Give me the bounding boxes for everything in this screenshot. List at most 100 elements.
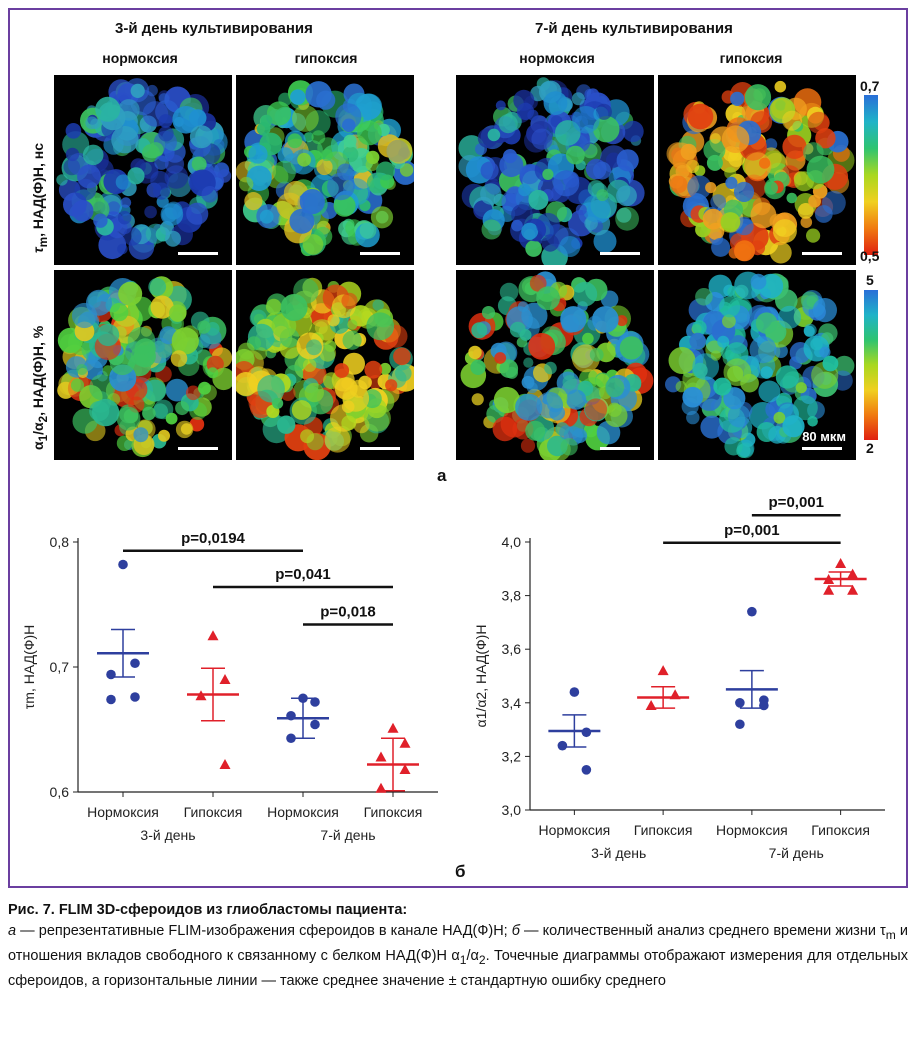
cell-blob bbox=[593, 229, 617, 253]
cell-blob bbox=[89, 374, 116, 401]
cell-blob bbox=[165, 378, 189, 402]
x-tick-label: Нормоксия bbox=[87, 804, 159, 820]
cell-blob bbox=[571, 92, 585, 106]
cell-blob bbox=[622, 120, 644, 142]
cell-blob bbox=[686, 410, 700, 425]
cell-blob bbox=[265, 298, 282, 315]
cell-blob bbox=[142, 144, 160, 163]
cell-blob bbox=[164, 201, 183, 220]
cell-blob bbox=[70, 378, 85, 392]
cell-blob bbox=[764, 138, 778, 151]
cell-blob bbox=[56, 174, 68, 186]
cell-blob bbox=[342, 385, 370, 412]
cell-blob bbox=[724, 167, 737, 179]
cell-blob bbox=[795, 382, 807, 394]
cell-blob bbox=[189, 416, 205, 432]
cell-blob bbox=[359, 222, 377, 239]
cell-blob bbox=[259, 209, 274, 224]
cell-blob bbox=[186, 202, 209, 225]
cell-blob bbox=[616, 149, 639, 172]
data-point bbox=[823, 584, 835, 595]
cell-blob bbox=[316, 158, 333, 176]
cell-blob bbox=[774, 344, 788, 358]
cell-blob bbox=[536, 212, 560, 237]
cell-blob bbox=[723, 358, 752, 386]
cell-blob bbox=[782, 110, 803, 131]
cell-blob bbox=[680, 143, 697, 160]
cell-blob bbox=[481, 219, 502, 240]
cell-blob bbox=[127, 326, 156, 355]
cell-blob bbox=[607, 402, 622, 417]
y-tick-label: 0,6 bbox=[50, 784, 70, 800]
cell-blob bbox=[695, 288, 713, 306]
cell-blob bbox=[169, 304, 187, 322]
cell-blob bbox=[115, 174, 132, 190]
cell-blob bbox=[572, 281, 598, 307]
cell-blob bbox=[575, 204, 587, 216]
cell-blob bbox=[560, 306, 587, 333]
p-value-label: p=0,0194 bbox=[181, 530, 245, 547]
cell-blob bbox=[822, 355, 839, 372]
cell-blob bbox=[106, 201, 121, 215]
cell-blob bbox=[834, 355, 855, 376]
p-value-label: p=0,018 bbox=[320, 604, 375, 621]
cell-blob bbox=[717, 335, 730, 348]
scale-bar bbox=[802, 252, 842, 255]
col-label-hypoxia-day3: гипоксия bbox=[294, 50, 358, 66]
cell-blob bbox=[272, 160, 296, 184]
cell-blob bbox=[689, 332, 706, 350]
cell-blob bbox=[713, 377, 732, 396]
cell-blob bbox=[758, 380, 781, 403]
x-tick-label: Гипоксия bbox=[184, 804, 243, 820]
data-point bbox=[557, 740, 568, 751]
cell-blob bbox=[541, 234, 559, 252]
cell-blob bbox=[292, 105, 319, 132]
y-axis-label: α1/α2, НАД(Ф)Н bbox=[473, 625, 489, 728]
cell-blob bbox=[566, 389, 587, 410]
p-value-label: p=0,001 bbox=[724, 522, 779, 539]
cell-blob bbox=[518, 183, 531, 197]
x-tick-label: Нормоксия bbox=[538, 822, 610, 838]
chart-tau: 0,6 0,7 0,8 Нормоксия Гипоксия Нормоксия Гипок… bbox=[21, 530, 438, 843]
cell-blob bbox=[593, 116, 620, 143]
cell-blob bbox=[170, 350, 188, 367]
cell-blob bbox=[303, 358, 317, 372]
p-value-label: p=0,041 bbox=[275, 566, 330, 583]
cell-blob bbox=[772, 219, 797, 244]
cell-blob bbox=[257, 374, 285, 403]
colorbar-alpha-top: 5 bbox=[866, 272, 874, 288]
cell-blob bbox=[509, 321, 526, 338]
y-tick-label: 3,0 bbox=[502, 802, 522, 818]
y-tick-label: 4,0 bbox=[502, 534, 522, 550]
cell-blob bbox=[521, 222, 539, 240]
cell-blob bbox=[499, 282, 519, 302]
cell-blob bbox=[572, 106, 600, 134]
cell-blob bbox=[120, 197, 132, 208]
cell-blob bbox=[175, 401, 190, 416]
cell-blob bbox=[458, 135, 485, 162]
cell-blob bbox=[471, 393, 484, 406]
cell-blob bbox=[145, 223, 166, 244]
cell-blob bbox=[764, 181, 778, 195]
scale-bar bbox=[802, 447, 842, 450]
cell-blob bbox=[544, 361, 557, 375]
cell-blob bbox=[297, 152, 311, 167]
flim-image-alpha-hypoxia-day3 bbox=[236, 270, 414, 460]
cell-blob bbox=[335, 103, 362, 130]
cell-blob bbox=[197, 320, 211, 334]
cell-blob bbox=[366, 312, 395, 341]
cell-blob bbox=[806, 228, 821, 243]
cell-blob bbox=[511, 219, 523, 232]
cell-blob bbox=[165, 230, 181, 247]
cell-blob bbox=[675, 164, 690, 179]
cell-blob bbox=[185, 385, 201, 401]
cell-blob bbox=[492, 416, 518, 442]
colorbar-tau-bottom: 0,5 bbox=[860, 248, 880, 264]
data-point bbox=[310, 719, 320, 730]
cell-blob bbox=[109, 302, 129, 322]
cell-blob bbox=[782, 415, 805, 438]
cell-blob bbox=[302, 234, 324, 255]
cell-blob bbox=[582, 194, 611, 223]
cell-blob bbox=[773, 411, 786, 424]
group-label: 7-й день bbox=[769, 845, 824, 861]
